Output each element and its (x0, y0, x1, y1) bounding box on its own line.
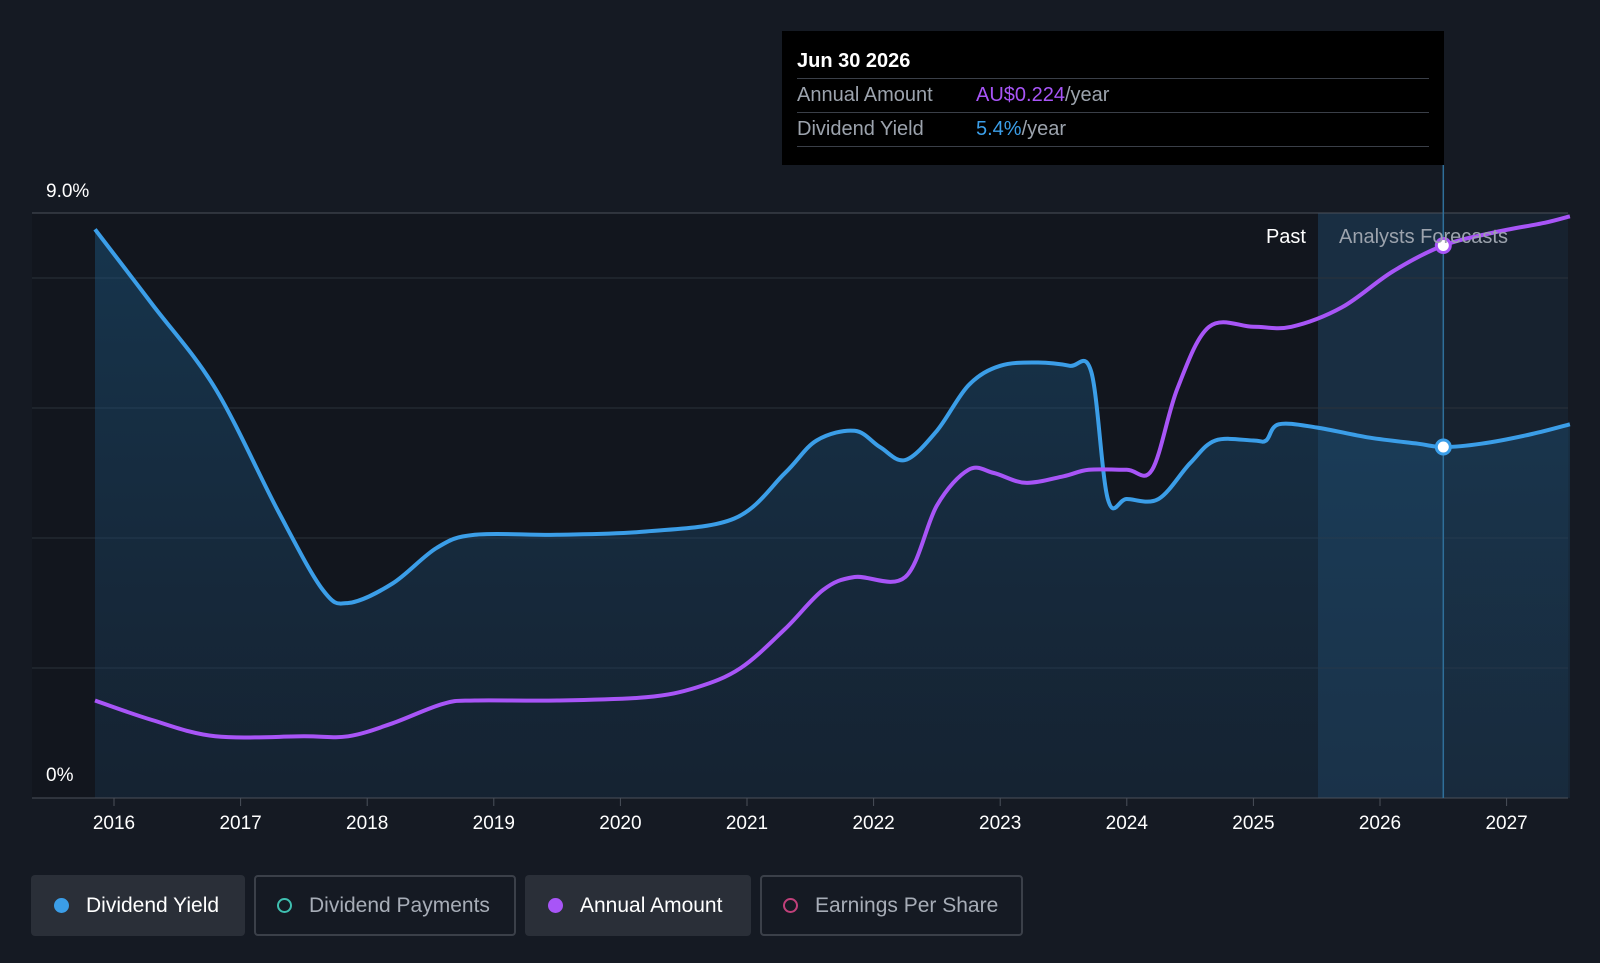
legend-label: Annual Amount (580, 894, 723, 917)
tooltip-date: Jun 30 2026 (797, 31, 1429, 79)
x-tick-label: 2016 (93, 813, 135, 834)
tooltip-annual-label: Annual Amount (797, 84, 933, 106)
tooltip-annual-unit: /year (1064, 84, 1110, 106)
x-tick-label: 2021 (726, 813, 768, 834)
tooltip-yield-unit: /year (1021, 118, 1067, 140)
legend-label: Dividend Yield (86, 894, 220, 917)
legend-dot-dividend-yield-icon (54, 898, 69, 913)
x-tick-label: 2027 (1485, 813, 1527, 834)
annual-amount-line (94, 214, 1571, 740)
x-tick-label: 2017 (219, 813, 261, 834)
x-tick-label: 2026 (1359, 813, 1401, 834)
chart-tooltip: Jun 30 2026 Annual Amount AU$0.224/year D… (782, 31, 1444, 165)
legend-label: Earnings Per Share (815, 894, 999, 917)
y-axis-bottom-label: 0% (46, 765, 74, 786)
dividend-yield-line (93, 228, 1571, 606)
legend-dot-annual-amount-icon (548, 898, 563, 913)
tooltip-row-annual-amount: Annual Amount AU$0.224/year (797, 79, 1429, 113)
legend-ring-earnings-per-share-icon (783, 898, 798, 913)
x-tick-label: 2023 (979, 813, 1021, 834)
legend-dividend-yield[interactable]: Dividend Yield (31, 875, 245, 936)
tooltip-yield-value: 5.4% (976, 118, 1022, 140)
x-tick-label: 2024 (1106, 813, 1149, 834)
dividend-yield-marker (1434, 438, 1452, 456)
legend-dividend-payments[interactable]: Dividend Payments (254, 875, 516, 936)
annual-amount-marker (1434, 237, 1452, 254)
legend-earnings-per-share[interactable]: Earnings Per Share (760, 875, 1023, 936)
x-tick-label: 2019 (473, 813, 515, 834)
x-tick-label: 2020 (599, 813, 641, 834)
forecast-region-label: Analysts Forecasts (1339, 226, 1508, 248)
tooltip-annual-value: AU$0.224 (976, 84, 1065, 106)
x-tick-label: 2018 (346, 813, 388, 834)
past-region-label: Past (1266, 226, 1306, 248)
tooltip-yield-label: Dividend Yield (797, 118, 924, 140)
tooltip-row-dividend-yield: Dividend Yield 5.4%/year (797, 113, 1429, 147)
legend-ring-dividend-payments-icon (277, 898, 292, 913)
x-tick-label: 2022 (852, 813, 894, 834)
y-axis-top-label: 9.0% (46, 181, 89, 202)
dividend-yield-area (95, 229, 1570, 799)
legend-label: Dividend Payments (309, 894, 490, 917)
legend-annual-amount[interactable]: Annual Amount (525, 875, 751, 936)
x-tick-label: 2025 (1232, 813, 1274, 834)
